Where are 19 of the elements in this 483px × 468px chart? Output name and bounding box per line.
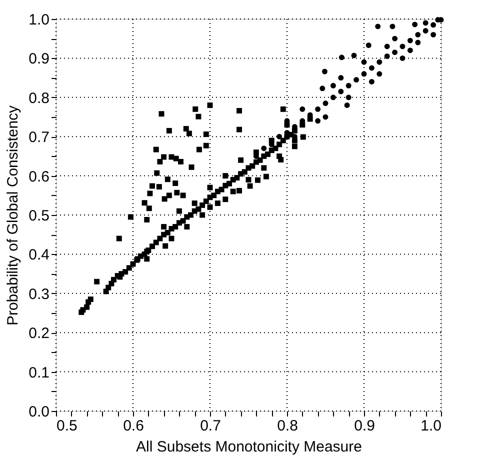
y-tick-label: 0.3	[28, 286, 50, 303]
x-axis-title: All Subsets Monotonicity Measure	[136, 438, 362, 456]
x-tick-label: 1.0	[420, 418, 442, 434]
x-tick-label: 0.9	[354, 418, 375, 434]
y-tick-label: 0.9	[28, 50, 50, 68]
y-axis-title: Probability of Global Consistency	[4, 104, 22, 326]
y-tick-label: 0.7	[28, 129, 50, 146]
y-tick-label: 0.4	[28, 246, 50, 264]
x-tick-label: 0.6	[123, 418, 144, 434]
y-tick-label: 0.6	[28, 168, 50, 186]
y-tick-label: 0.8	[28, 90, 50, 107]
x-tick-label: 0.8	[277, 418, 298, 434]
y-tick-label: 0.0	[28, 404, 50, 420]
y-tick-label: 1.0	[28, 12, 50, 28]
y-tick-label: 0.1	[28, 364, 50, 382]
x-tick-label: 0.7	[200, 418, 221, 434]
y-tick-label: 0.2	[28, 325, 50, 342]
y-tick-label: 0.5	[28, 208, 50, 224]
x-tick-label: 0.5	[56, 418, 78, 434]
